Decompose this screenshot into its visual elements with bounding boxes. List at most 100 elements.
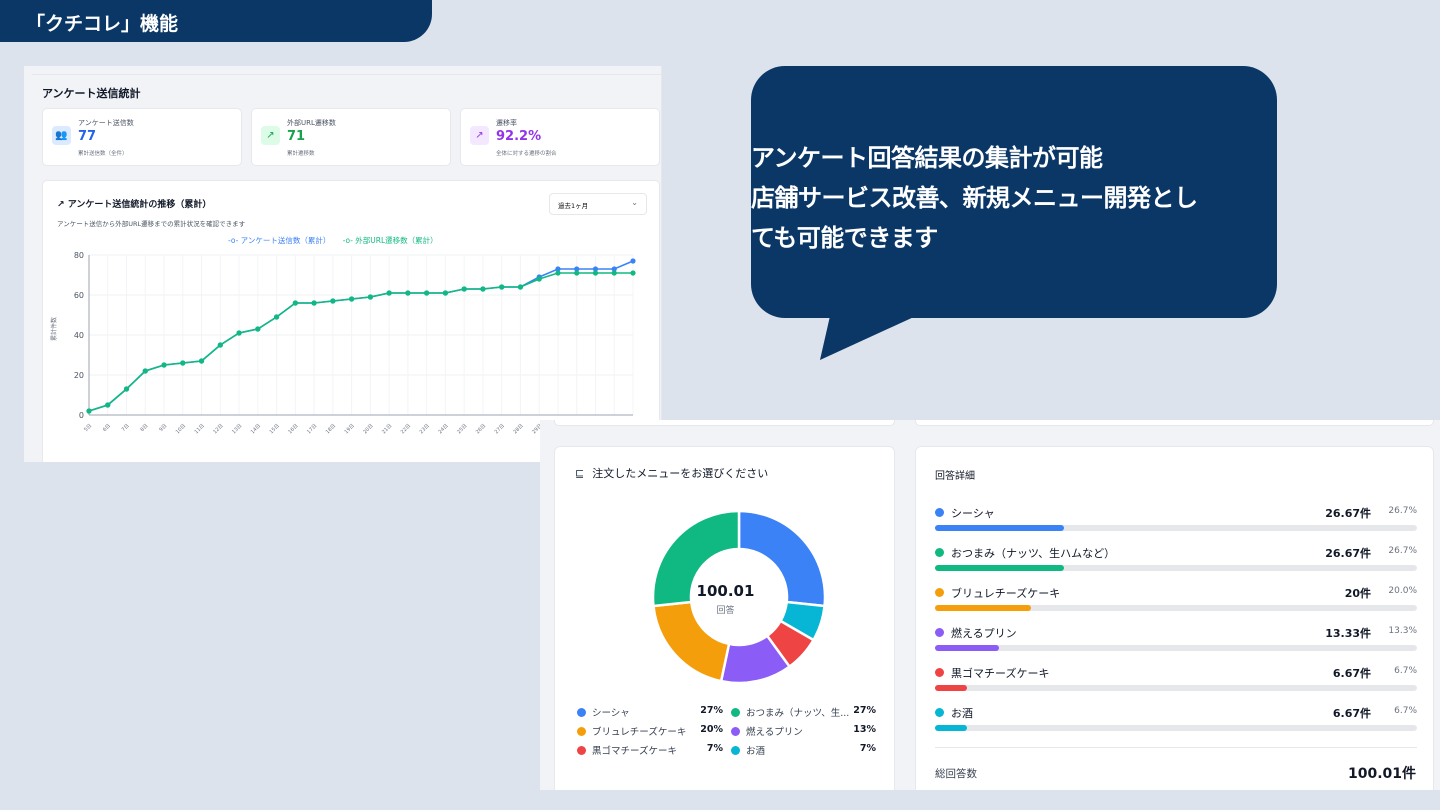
legend-item-transitions[interactable]: -o- 外部URL遷移数（累計） [342, 236, 438, 245]
callout-line: 店舗サービス改善、新規メニュー開発とし [751, 184, 1198, 212]
data-point [180, 360, 186, 366]
x-tick-label: 10日 [175, 423, 187, 435]
data-point [142, 368, 148, 374]
series-line [88, 260, 634, 412]
legend-label: ブリュレチーズケーキ [592, 727, 687, 738]
donut-slice[interactable] [737, 509, 827, 608]
legend-item: おつまみ（ナッツ、生... [731, 705, 849, 719]
stat-sub: 累計遷移数 [287, 151, 315, 157]
answer-detail-title: 回答詳細 [935, 471, 975, 482]
x-tick-label: 12日 [212, 423, 224, 435]
data-point [161, 362, 167, 368]
legend-item: 燃えるプリン [731, 724, 803, 738]
row-count: 26.67件 [1325, 507, 1371, 520]
answer-detail-row: お酒 6.67件 6.7% [935, 704, 1417, 736]
legend-item: お酒 [731, 743, 765, 757]
progress-track [935, 725, 1417, 731]
chart-legend: -o- アンケート送信数（累計） -o- 外部URL遷移数（累計） [228, 235, 438, 246]
donut-card: ⊑ 注文したメニューをお選びください 100.01 回答 シーシャ 27% おつま… [554, 446, 895, 790]
row-percent: 6.7% [1394, 666, 1417, 676]
progress-track [935, 605, 1417, 611]
data-point [311, 300, 317, 306]
x-tick-label: 24日 [437, 423, 449, 435]
card-stub [915, 420, 1434, 426]
row-percent: 20.0% [1388, 586, 1417, 596]
answer-detail-row: ブリュレチーズケーキ 20件 20.0% [935, 584, 1417, 616]
callout-line: アンケート回答結果の集計が可能 [751, 144, 1103, 172]
stat-label: 遷移率 [496, 119, 517, 127]
x-tick-label: 20日 [362, 423, 374, 435]
donut-slice[interactable] [651, 509, 741, 608]
data-point [105, 402, 111, 408]
data-point [630, 258, 636, 264]
x-tick-label: 22日 [400, 423, 412, 435]
data-point [555, 270, 561, 276]
data-point [480, 286, 486, 292]
users-icon: 👥 [52, 126, 71, 145]
y-tick-label: 20 [74, 371, 84, 380]
legend-pct: 20% [700, 724, 723, 735]
legend-dot [731, 727, 740, 736]
data-point [461, 286, 467, 292]
legend-dot [935, 508, 944, 517]
row-name: 燃えるプリン [951, 627, 1017, 640]
data-point [611, 266, 617, 272]
legend-dot [935, 588, 944, 597]
progress-track [935, 685, 1417, 691]
data-point [574, 270, 580, 276]
legend-dot [935, 628, 944, 637]
data-point [405, 290, 411, 296]
legend-dot [731, 746, 740, 755]
data-point [255, 326, 261, 332]
stat-value: 71 [287, 129, 306, 144]
legend-dot [731, 708, 740, 717]
data-point [630, 270, 636, 276]
data-point [330, 298, 336, 304]
x-tick-label: 26日 [475, 423, 487, 435]
callout-text: アンケート回答結果の集計が可能 店舗サービス改善、新規メニュー開発とし ても可能… [751, 138, 1198, 258]
card-stub [554, 420, 895, 426]
stat-card-transitions: ↗ 外部URL遷移数 71 累計遷移数 [251, 108, 451, 166]
donut-title-text: 注文したメニューをお選びください [592, 467, 769, 480]
legend-label: アンケート送信数（累計） [240, 236, 331, 245]
legend-label: 燃えるプリン [746, 727, 803, 738]
x-tick-label: 6日 [102, 423, 112, 433]
total-label: 総回答数 [935, 768, 977, 780]
legend-label: 黒ゴマチーズケーキ [592, 746, 678, 757]
row-percent: 13.3% [1388, 626, 1417, 636]
x-tick-label: 8日 [139, 423, 149, 433]
data-point [217, 342, 223, 348]
trending-up-icon: ↗ [470, 126, 489, 145]
legend-dot [577, 746, 586, 755]
data-point [517, 284, 524, 290]
x-tick-label: 21日 [381, 423, 393, 435]
row-count: 6.67件 [1332, 667, 1371, 680]
total-value: 100.01件 [1347, 766, 1416, 782]
data-point [86, 408, 92, 414]
x-tick-label: 27日 [494, 423, 506, 435]
row-count: 6.67件 [1332, 707, 1371, 720]
callout-line: ても可能できます [751, 224, 938, 252]
progress-fill [935, 645, 1000, 651]
row-percent: 6.7% [1394, 706, 1417, 716]
data-point [592, 270, 599, 276]
legend-item-sent[interactable]: -o- アンケート送信数（累計） [228, 236, 331, 245]
x-tick-label: 11日 [194, 423, 206, 435]
answer-detail-row: おつまみ（ナッツ、生ハムなど） 26.67件 26.7% [935, 544, 1417, 576]
x-tick-label: 5日 [83, 423, 93, 433]
trend-chart-card: ↗ アンケート送信統計の推移（累計） アンケート送信から外部URL遷移までの累計… [42, 180, 660, 462]
answer-detail-row: 燃えるプリン 13.33件 13.3% [935, 624, 1417, 656]
legend-pct: 27% [853, 705, 876, 716]
progress-track [935, 645, 1417, 651]
data-point [367, 294, 373, 300]
period-select[interactable]: 過去1ヶ月 ⌄ [549, 193, 647, 215]
answer-detail-row: シーシャ 26.67件 26.7% [935, 504, 1417, 536]
chevron-down-icon: ⌄ [631, 198, 638, 207]
legend-dot [935, 708, 944, 717]
divider [935, 747, 1417, 748]
period-select-value: 過去1ヶ月 [558, 202, 589, 210]
data-point [123, 386, 130, 392]
x-tick-label: 15日 [269, 423, 281, 435]
data-point [611, 270, 617, 276]
survey-stats-screenshot: アンケート送信統計 👥 アンケート送信数 77 累計送信数（全件） ↗ 外部UR… [24, 66, 662, 462]
